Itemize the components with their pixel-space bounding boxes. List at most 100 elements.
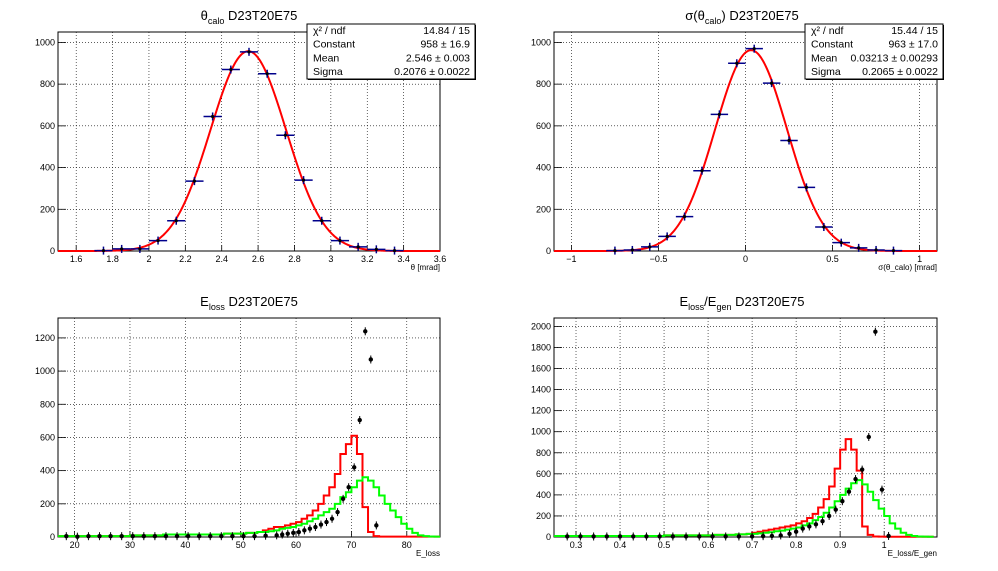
data-point	[156, 238, 160, 243]
data-point	[682, 214, 687, 219]
stats-label: Mean	[811, 52, 837, 64]
data-point	[770, 81, 774, 85]
y-tick-label: 800	[40, 79, 55, 89]
chart-title: Eloss D23T20E75	[200, 294, 298, 312]
x-tick-label: 3	[328, 254, 333, 264]
histogram-green	[58, 476, 440, 538]
panel-1: 1.6 1.8 2 2.2 2.4 2.6 2.8 3 3.2 3.4 3.6 0 200 400 600 8…	[35, 8, 476, 272]
x-tick-label: 80	[402, 540, 412, 550]
stats-label: Sigma	[811, 66, 841, 78]
data-point	[211, 114, 215, 119]
x-tick-label: 3.2	[361, 254, 374, 264]
histogram-red	[554, 438, 934, 538]
x-tick-label: 0.4	[614, 540, 627, 550]
x-tick-label: 0.7	[746, 540, 759, 550]
stats-value: 15.44 / 15	[891, 25, 938, 37]
y-tick-label: 800	[536, 448, 551, 458]
x-tick-label: 0.9	[834, 540, 847, 550]
data-point	[192, 179, 197, 183]
y-tick-label: 200	[536, 204, 551, 214]
stats-label: χ² / ndf	[811, 25, 843, 37]
panel-2: −1 −0.5 0 0.5 1 0 200 400 600 800 1000 σ(θcalo) D23…	[531, 8, 944, 272]
data-point	[247, 50, 251, 54]
stats-label: χ² / ndf	[313, 25, 345, 37]
data-point	[648, 245, 652, 249]
stats-value: 958 ± 16.9	[420, 39, 470, 51]
data-point	[822, 225, 826, 229]
y-tick-label: 1000	[35, 37, 55, 47]
x-tick-label: 0.8	[790, 540, 803, 550]
y-tick-label: 1200	[531, 406, 551, 416]
y-tick-label: 200	[40, 204, 55, 214]
y-tick-label: 0	[546, 246, 551, 256]
x-tick-label: 0.5	[658, 540, 671, 550]
x-tick-label: 2	[146, 254, 151, 264]
panel-4: 0.3 0.4 0.5 0.6 0.7 0.8 0.9 1 0 200 400 600 800 1000 1…	[531, 294, 938, 558]
x-axis-label: θ [mrad]	[411, 263, 440, 272]
x-tick-label: −1	[566, 254, 576, 264]
y-tick-label: 1000	[531, 427, 551, 437]
y-tick-label: 1400	[531, 385, 551, 395]
x-axis-label: σ(θ_calo) [mrad]	[878, 263, 937, 272]
data-point	[374, 247, 378, 251]
data-point	[120, 247, 124, 251]
y-tick-label: 200	[40, 499, 55, 509]
y-tick-label: 0	[50, 246, 55, 256]
data-point	[787, 138, 791, 143]
stats-value: 0.2076 ± 0.0022	[394, 66, 470, 78]
data-point	[174, 219, 178, 223]
data-point	[630, 248, 634, 252]
x-tick-label: 3.6	[434, 254, 447, 264]
data-point	[283, 133, 287, 137]
y-tick-label: 1800	[531, 342, 551, 352]
x-tick-label: 1	[917, 254, 922, 264]
y-tick-label: 600	[536, 121, 551, 131]
stats-box	[306, 23, 476, 80]
data-point	[665, 234, 669, 238]
x-axis-label: E_loss	[416, 549, 440, 558]
y-tick-label: 1000	[35, 366, 55, 376]
data-point	[717, 112, 721, 116]
data-point	[229, 67, 233, 72]
gaussian-fit-curve	[58, 50, 440, 252]
stats-label: Constant	[313, 39, 355, 51]
x-tick-label: −0.5	[650, 254, 668, 264]
x-tick-label: 50	[236, 540, 246, 550]
x-tick-label: 0.6	[702, 540, 715, 550]
y-tick-label: 400	[536, 490, 551, 500]
y-tick-label: 400	[40, 466, 55, 476]
stats-value: 14.84 / 15	[423, 25, 470, 37]
y-tick-label: 0	[50, 532, 55, 542]
data-point	[301, 178, 306, 182]
y-tick-label: 400	[40, 163, 55, 173]
stats-value: 963 ± 17.0	[888, 39, 938, 51]
x-tick-label: 20	[70, 540, 80, 550]
x-tick-label: 1.8	[106, 254, 119, 264]
data-point	[338, 238, 342, 243]
data-point	[265, 72, 269, 76]
plot-frame	[57, 317, 441, 538]
plot-frame	[57, 31, 441, 252]
data-point	[804, 185, 809, 189]
data-point	[735, 61, 739, 65]
x-tick-label: 70	[346, 540, 356, 550]
y-tick-label: 600	[536, 469, 551, 479]
x-tick-label: 1.6	[70, 254, 83, 264]
data-point	[857, 246, 861, 250]
x-tick-label: 3.4	[397, 254, 410, 264]
stats-box	[804, 23, 944, 80]
stats-value: 0.2065 ± 0.0022	[862, 66, 938, 78]
data-point	[752, 47, 756, 51]
y-tick-label: 600	[40, 432, 55, 442]
stats-label: Sigma	[313, 66, 343, 78]
x-tick-label: 2.2	[179, 254, 192, 264]
y-tick-label: 1200	[35, 333, 55, 343]
x-tick-label: 2.4	[215, 254, 228, 264]
data-point	[138, 247, 142, 251]
x-axis-label: E_loss/E_gen	[888, 549, 937, 558]
x-tick-label: 1	[882, 540, 887, 550]
y-tick-label: 200	[536, 511, 551, 521]
histogram-green	[554, 479, 934, 538]
data-point	[392, 248, 397, 253]
